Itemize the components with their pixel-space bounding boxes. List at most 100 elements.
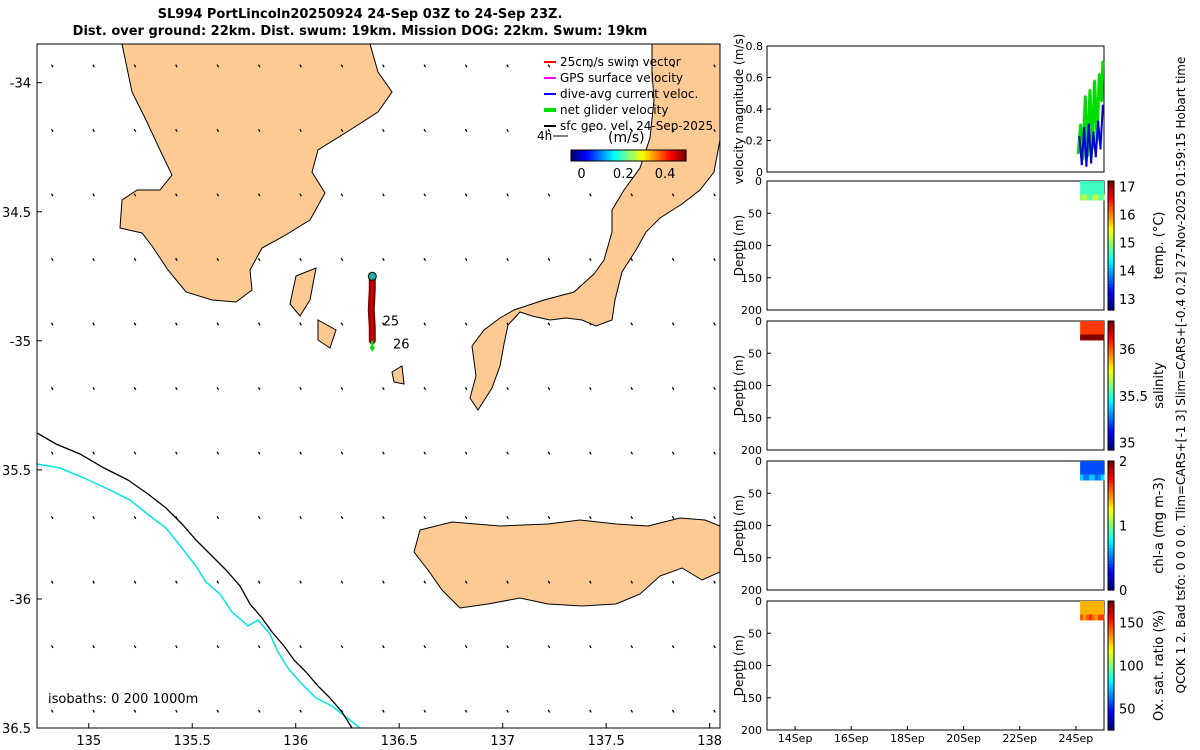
x-tick-label: 137	[490, 734, 515, 749]
profile-colorbar-tick-label: 100	[1119, 660, 1144, 675]
profile-colorbar-segment	[1108, 613, 1114, 618]
sfc-velocity-mark	[382, 257, 385, 262]
colorbar-segment	[601, 150, 605, 161]
profile-y-tick-label: 150	[741, 412, 762, 425]
sfc-velocity-mark	[630, 516, 634, 520]
profile-colorbar-segment	[1108, 229, 1114, 234]
sfc-velocity-mark	[589, 193, 592, 197]
sfc-velocity-mark	[547, 709, 551, 713]
profile-colorbar-segment	[1108, 181, 1114, 185]
profile-heatmap-cell	[1101, 474, 1105, 481]
sfc-velocity-mark	[547, 386, 551, 391]
profile-colorbar-segment	[1108, 617, 1114, 621]
sfc-velocity-mark	[464, 322, 468, 326]
velocity-point	[1099, 147, 1102, 150]
sfc-velocity-mark	[630, 64, 634, 68]
velocity-series-line	[1078, 105, 1104, 166]
profile-panel-3: 0 50 100 150 200 Depth (m) 0 1 2 chl-a (mg m-3)	[732, 455, 1167, 599]
profile-colorbar-segment	[1108, 424, 1114, 429]
sfc-velocity-mark	[589, 451, 592, 455]
sfc-velocity-mark	[713, 516, 716, 520]
land-island-a	[289, 267, 317, 317]
sfc-velocity-mark	[133, 386, 137, 391]
sfc-velocity-mark	[175, 709, 178, 713]
sfc-velocity-mark	[464, 386, 468, 391]
sfc-velocity-mark	[382, 386, 385, 391]
sfc-velocity-mark	[713, 257, 716, 262]
profile-colorbar-tick-label: 2	[1119, 455, 1127, 470]
sfc-velocity-mark	[671, 709, 675, 713]
profile-colorbar-segment	[1108, 726, 1114, 731]
track-day-label: 25	[383, 314, 400, 329]
time-x-tick-label: 18Sep	[890, 732, 925, 745]
profile-y-tick-label: 100	[741, 380, 762, 393]
profile-colorbar-tick-label: 17	[1119, 181, 1136, 196]
profile-colorbar-segment	[1108, 601, 1114, 605]
sfc-velocity-mark	[464, 516, 468, 520]
profile-heatmap	[1080, 461, 1104, 481]
sfc-velocity-mark	[464, 645, 468, 649]
velocity-point	[1092, 131, 1095, 134]
track-start-marker	[367, 271, 377, 281]
profile-colorbar-label: chl-a (mg m-3)	[1152, 477, 1167, 574]
colorbar-segment	[588, 150, 592, 161]
profile-colorbar-segment	[1108, 535, 1114, 539]
profile-y-tick-label: 100	[741, 520, 762, 533]
profile-colorbar-segment	[1108, 401, 1114, 406]
sfc-velocity-mark	[92, 128, 95, 133]
sfc-velocity-mark	[630, 645, 634, 649]
legend-label: sfc geo. vel. 24-Sep-2025	[560, 119, 713, 133]
profile-colorbar-segment	[1108, 678, 1114, 683]
isobath-1000-line	[37, 432, 353, 728]
sfc-velocity-mark	[50, 386, 54, 391]
profile-colorbar-segment	[1108, 232, 1114, 237]
profile-y-tick-label: 100	[741, 240, 762, 253]
sfc-velocity-mark	[547, 193, 551, 197]
profile-heatmap-cell	[1089, 334, 1093, 341]
colorbar-segment	[618, 150, 622, 161]
velocity-point	[1093, 79, 1096, 82]
profile-heatmap-cell	[1092, 334, 1096, 341]
profile-colorbar-segment	[1108, 691, 1114, 696]
land-island-b	[317, 319, 337, 349]
sfc-velocity-mark	[671, 451, 675, 455]
profile-colorbar-segment	[1108, 398, 1114, 403]
sfc-velocity-mark	[382, 193, 385, 197]
sfc-velocity-mark	[299, 128, 302, 133]
profile-colorbar-segment	[1108, 184, 1114, 189]
y-tick-label: 35.5	[2, 464, 31, 479]
profile-colorbar-segment	[1108, 467, 1114, 472]
profile-y-tick-label: 0	[755, 315, 762, 328]
sfc-velocity-mark	[464, 709, 468, 713]
colorbar-tick-label: 0	[577, 167, 585, 182]
sfc-velocity-mark	[713, 580, 716, 584]
legend-label: 25cm/s swim vector	[560, 55, 681, 69]
profile-colorbar-segment	[1108, 274, 1114, 279]
sfc-velocity-mark	[257, 64, 261, 68]
profile-colorbar-segment	[1108, 560, 1114, 565]
profile-colorbar-segment	[1108, 375, 1114, 380]
velocity-point	[1096, 120, 1100, 123]
sfc-velocity-mark	[92, 580, 95, 584]
profile-colorbar-segment	[1108, 197, 1114, 201]
colorbar-frame	[570, 149, 687, 162]
profile-colorbar-segment	[1108, 327, 1114, 332]
sfc-velocity-mark	[299, 257, 302, 262]
sfc-velocity-mark	[257, 451, 261, 455]
profile-colorbar-tick-label: 15	[1119, 237, 1136, 252]
sfc-velocity-mark	[50, 580, 54, 584]
sfc-velocity-mark	[175, 451, 178, 455]
profile-colorbar-segment	[1108, 688, 1114, 692]
profile-heatmap-cell	[1098, 474, 1102, 481]
colorbar-segment	[596, 150, 600, 161]
sfc-velocity-mark	[340, 516, 344, 520]
track-day-label: 26	[393, 338, 410, 353]
profile-y-tick-label: 150	[741, 552, 762, 565]
profile-colorbar-segment	[1108, 290, 1114, 295]
sfc-velocity-mark	[382, 580, 385, 584]
sfc-velocity-mark	[464, 451, 468, 455]
profile-colorbar-tick-label: 150	[1119, 617, 1144, 632]
profile-colorbar-segment	[1108, 586, 1114, 591]
sfc-velocity-mark	[506, 516, 509, 520]
colorbar-segment	[616, 150, 620, 161]
